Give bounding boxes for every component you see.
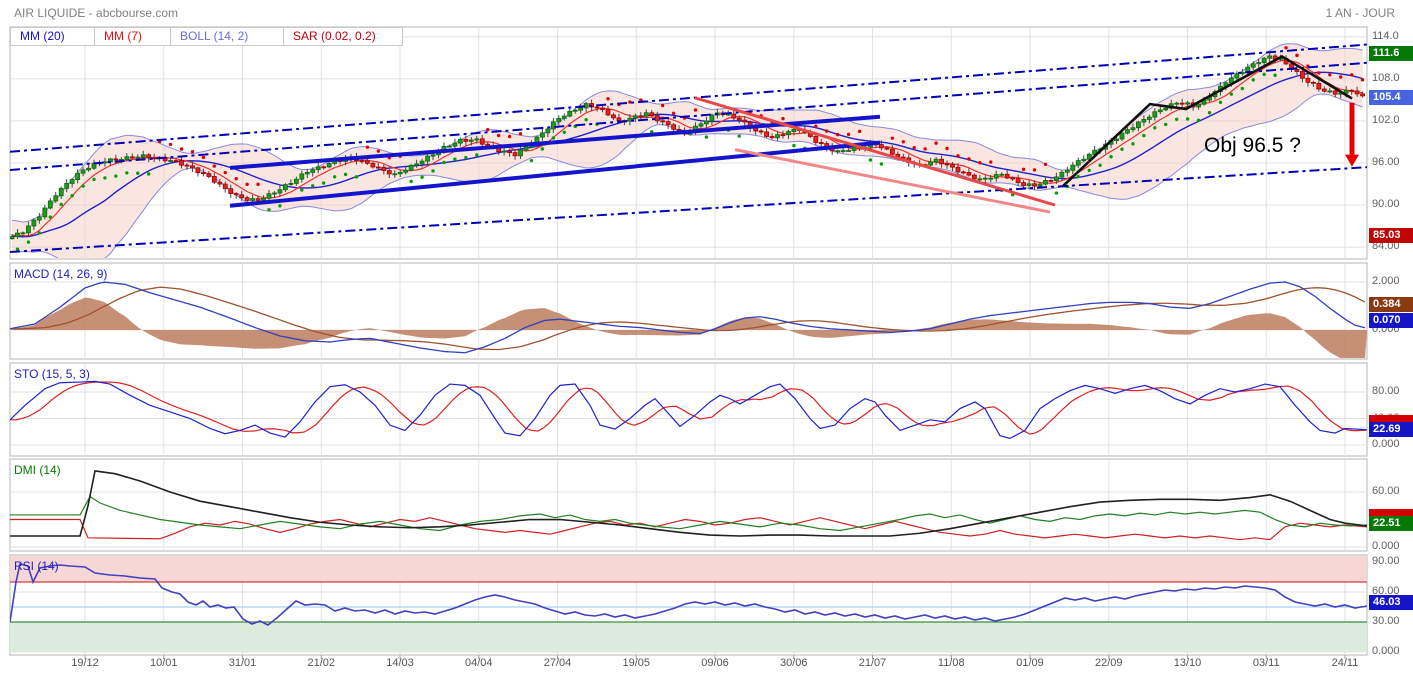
sto-value-badge: 22.69	[1369, 422, 1413, 438]
rsi-panel-label: RSI (14)	[14, 559, 59, 573]
price-value-badge: 105.4	[1369, 89, 1413, 105]
x-axis-date: 13/10	[1173, 657, 1202, 669]
x-axis-date: 09/06	[701, 657, 729, 669]
y-axis-label: 114.0	[1372, 29, 1399, 42]
y-axis-label: 0.000	[1372, 645, 1400, 657]
x-axis-date: 14/03	[386, 657, 414, 669]
instrument-title: AIR LIQUIDE - abcbourse.com	[14, 6, 179, 20]
dmi-value-badge: 22.51	[1369, 515, 1413, 531]
y-axis-label: 0.000	[1372, 438, 1400, 450]
legend-item-4[interactable]: SAR (0.02, 0.2)	[284, 27, 403, 46]
y-axis-label: 2.000	[1372, 274, 1400, 287]
macd-panel-label: MACD (14, 26, 9)	[14, 267, 108, 281]
x-axis-date: 11/08	[937, 657, 965, 669]
y-axis-label: 60.00	[1372, 485, 1400, 498]
x-axis-date: 19/12	[71, 657, 99, 669]
x-axis-date: 24/11	[1331, 657, 1359, 669]
x-axis-date: 01/09	[1016, 657, 1044, 669]
macd-value-badge: 0.070	[1369, 312, 1413, 328]
x-axis-date: 21/02	[307, 657, 336, 669]
indicator-legend: MM (20) MM (7) BOLL (14, 2) SAR (0.02, 0.2)	[10, 27, 403, 46]
x-axis-date: 22/09	[1094, 657, 1123, 669]
x-axis-date: 30/06	[779, 657, 808, 669]
y-axis-label: 80.00	[1372, 385, 1400, 397]
legend-item-2[interactable]: MM (7)	[95, 27, 171, 46]
price-value-badge: 111.6	[1369, 46, 1413, 62]
x-axis-date: 21/07	[858, 657, 887, 669]
x-axis-date: 03/11	[1252, 657, 1280, 669]
y-axis-label: 102.0	[1372, 113, 1400, 126]
macd-value-badge: 0.384	[1369, 297, 1413, 313]
x-axis-date: 19/05	[622, 657, 651, 669]
y-axis-label: 30.00	[1372, 615, 1400, 627]
rsi-value-badge: 46.03	[1369, 595, 1413, 611]
x-axis-date: 31/01	[228, 657, 257, 669]
price-target-annotation: Obj 96.5 ?	[1204, 134, 1301, 157]
period-selector[interactable]: 1 AN - JOUR	[1325, 6, 1395, 20]
legend-item-3[interactable]: BOLL (14, 2)	[171, 27, 284, 46]
price-value-badge: 85.03	[1369, 228, 1413, 244]
sto-panel-label: STO (15, 5, 3)	[14, 367, 90, 381]
x-axis-date: 27/04	[543, 657, 572, 669]
y-axis-label: 0.000	[1372, 540, 1400, 552]
y-axis-label: 90.00	[1372, 555, 1400, 567]
x-axis-date: 04/04	[464, 657, 493, 669]
y-axis-label: 90.00	[1372, 198, 1400, 211]
y-axis-label: 60.00	[1372, 585, 1400, 597]
legend-item-1[interactable]: MM (20)	[10, 27, 95, 46]
y-axis-label: 96.00	[1372, 155, 1400, 168]
y-axis-label: 108.0	[1372, 71, 1400, 84]
x-axis-date: 10/01	[149, 657, 178, 669]
dmi-panel-label: DMI (14)	[14, 463, 61, 477]
